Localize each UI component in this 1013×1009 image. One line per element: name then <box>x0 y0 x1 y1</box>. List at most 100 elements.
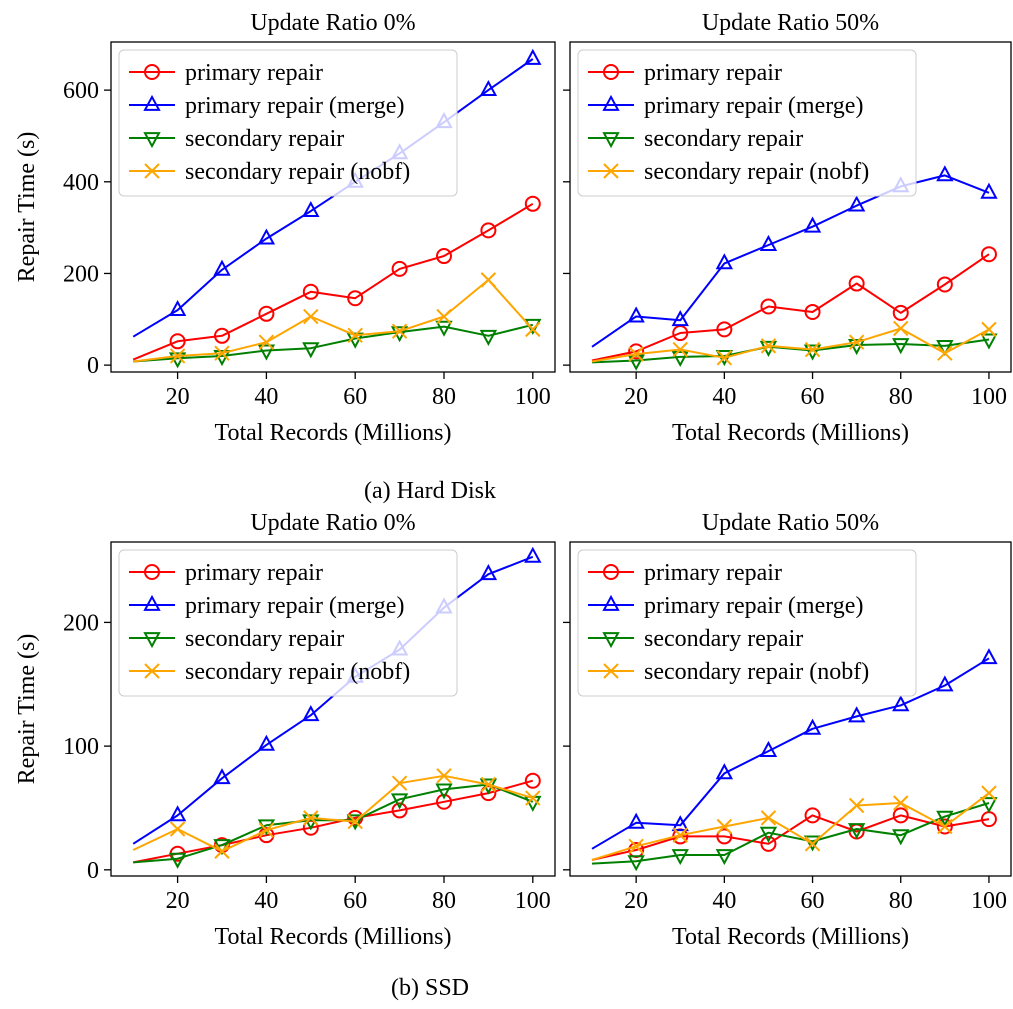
legend-marker <box>602 632 620 649</box>
panels-layer: Update Ratio 0% primary repair primary rep… <box>14 10 1012 950</box>
data-point <box>980 182 998 199</box>
data-point <box>302 283 319 300</box>
data-point <box>847 823 866 840</box>
data-point <box>893 320 909 337</box>
data-point <box>936 276 953 293</box>
legend-box <box>577 49 917 197</box>
legend-label: secondary repair (nobf) <box>644 159 869 185</box>
legend-label: primary repair <box>644 60 782 86</box>
data-point <box>524 546 542 563</box>
series-line-circle <box>132 202 534 361</box>
series-line-circle <box>591 253 990 362</box>
data-point <box>169 348 186 364</box>
series-line-circle <box>591 814 990 861</box>
series-line-triangle-down <box>591 802 990 865</box>
x-tick-label: 40 <box>712 888 736 914</box>
y-axis-label: Repair Time (s) <box>14 634 40 785</box>
data-point <box>525 790 541 806</box>
y-tick-label: 100 <box>63 734 99 760</box>
legend-label: primary repair <box>644 560 782 586</box>
legend-label: primary repair <box>185 560 323 586</box>
legend-label: secondary repair <box>185 126 344 152</box>
data-point <box>847 195 866 212</box>
legend-box <box>118 549 458 697</box>
data-point <box>258 334 275 350</box>
data-point <box>936 818 953 835</box>
x-tick-label: 80 <box>432 384 456 410</box>
series-line-x <box>132 774 534 853</box>
data-point <box>524 195 541 212</box>
data-point <box>892 829 910 846</box>
data-point <box>391 775 408 791</box>
data-point <box>803 718 822 735</box>
data-point <box>804 341 821 358</box>
data-point <box>936 165 954 182</box>
data-point <box>435 783 453 800</box>
data-point <box>213 768 231 785</box>
data-point <box>980 333 998 350</box>
x-axis-label: Total Records (Millions) <box>215 924 452 950</box>
data-point <box>937 345 953 361</box>
data-point <box>803 344 822 361</box>
data-point <box>169 333 186 350</box>
y-tick-label: 600 <box>63 78 99 104</box>
data-point <box>980 797 998 814</box>
data-point <box>715 253 734 270</box>
legend-label: secondary repair (nobf) <box>185 159 410 185</box>
x-tick-label: 80 <box>889 888 913 914</box>
data-point <box>525 321 541 338</box>
data-point <box>347 327 363 344</box>
data-point <box>892 695 910 712</box>
data-point <box>760 810 777 826</box>
data-point <box>804 807 821 824</box>
legend-label: primary repair <box>185 60 323 86</box>
data-point <box>390 793 409 810</box>
data-point <box>716 350 733 366</box>
data-point <box>804 836 821 852</box>
data-point <box>715 763 734 780</box>
legend-marker <box>602 594 620 611</box>
data-point <box>937 818 953 835</box>
x-tick-label: 60 <box>343 888 367 914</box>
x-axis-label: Total Records (Millions) <box>215 420 452 446</box>
data-point <box>213 259 231 276</box>
y-tick-label: 0 <box>87 353 99 379</box>
data-point <box>168 805 187 822</box>
data-point <box>892 304 909 321</box>
data-point <box>671 815 689 832</box>
data-point <box>981 321 997 338</box>
data-point <box>347 813 363 830</box>
data-point <box>671 849 689 866</box>
axes-frame <box>569 41 1012 373</box>
legend: primary repair primary repair (merge) seco… <box>577 549 917 697</box>
data-point <box>258 305 275 322</box>
y-axis-label: Repair Time (s) <box>14 132 40 283</box>
y-tick-label: 200 <box>63 261 99 287</box>
data-point <box>804 303 821 320</box>
x-tick-label: 60 <box>801 888 825 914</box>
data-point <box>716 321 733 338</box>
x-tick-label: 40 <box>254 888 278 914</box>
x-tick-label: 20 <box>166 384 190 410</box>
x-tick-label: 80 <box>432 888 456 914</box>
data-point <box>803 835 822 852</box>
legend-label: secondary repair (nobf) <box>644 659 869 685</box>
series-line-triangle-down <box>133 323 534 363</box>
data-point <box>936 339 954 357</box>
data-point <box>480 272 497 288</box>
axes-frame <box>110 541 556 877</box>
data-point <box>893 795 909 811</box>
data-point <box>628 838 644 855</box>
legend-marker <box>144 163 160 179</box>
panel-title: Update Ratio 0% <box>250 510 415 536</box>
legend-label: primary repair (merge) <box>644 593 863 619</box>
legend: primary repair primary repair (merge) seco… <box>118 549 458 697</box>
data-point <box>892 338 910 355</box>
data-point <box>257 734 276 751</box>
x-tick-label: 100 <box>971 384 1007 410</box>
